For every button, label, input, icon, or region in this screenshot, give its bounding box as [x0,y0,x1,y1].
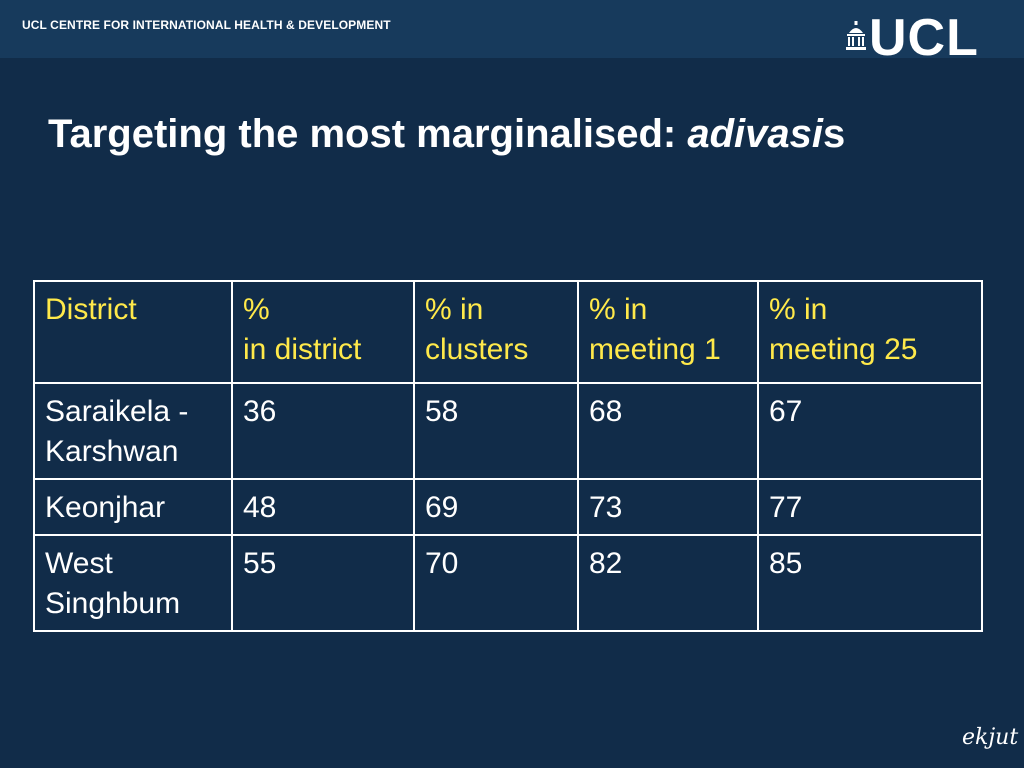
top-bar: UCL CENTRE FOR INTERNATIONAL HEALTH & DE… [0,0,1024,67]
table-cell: 85 [757,534,983,632]
column-header-district: District [33,280,233,384]
header-line: meeting 25 [769,333,918,366]
slide-title: Targeting the most marginalised: adivasi… [48,112,845,157]
ucl-logo: UCL [845,9,979,67]
title-main: Targeting the most marginalised: [48,112,688,156]
table-cell: 73 [577,478,759,536]
table-cell: Saraikela - Karshwan [33,382,233,480]
header-line: in district [243,333,362,366]
table-cell: 77 [757,478,983,536]
header-line: % in meeting 1 [589,293,721,366]
table-cell: 36 [231,382,415,480]
column-header-pct-meeting-1: % in meeting 1 [577,280,759,384]
ucl-wordmark: UCL [869,9,979,67]
table-row: Keonjhar 48 69 73 77 [33,478,983,536]
header-line: % in [769,293,828,326]
header-line: District [45,293,137,326]
table-header-row: District % in district % in clusters % in… [33,280,983,384]
table-row: Saraikela - Karshwan 36 58 68 67 [33,382,983,480]
centre-name: UCL CENTRE FOR INTERNATIONAL HEALTH & DE… [22,18,391,32]
table-row: West Singhbum 55 70 82 85 [33,534,983,632]
column-header-pct-district: % in district [231,280,415,384]
title-italic: adivasi [687,112,824,156]
table-cell: 67 [757,382,983,480]
header-line: % in clusters [425,293,529,366]
portico-icon [846,21,866,50]
ekjut-logo: ekjut [962,725,1019,750]
table-cell: Keonjhar [33,478,233,536]
table-cell: 69 [413,478,579,536]
column-header-pct-meeting-25: % in meeting 25 [757,280,983,384]
table-cell: West Singhbum [33,534,233,632]
title-suffix: s [823,112,846,156]
table-cell: 70 [413,534,579,632]
column-header-pct-clusters: % in clusters [413,280,579,384]
header-line: % [243,293,270,326]
data-table: District % in district % in clusters % in… [33,280,983,632]
table-cell: 48 [231,478,415,536]
table-cell: 55 [231,534,415,632]
table-cell: 68 [577,382,759,480]
table-cell: 82 [577,534,759,632]
table-cell: 58 [413,382,579,480]
